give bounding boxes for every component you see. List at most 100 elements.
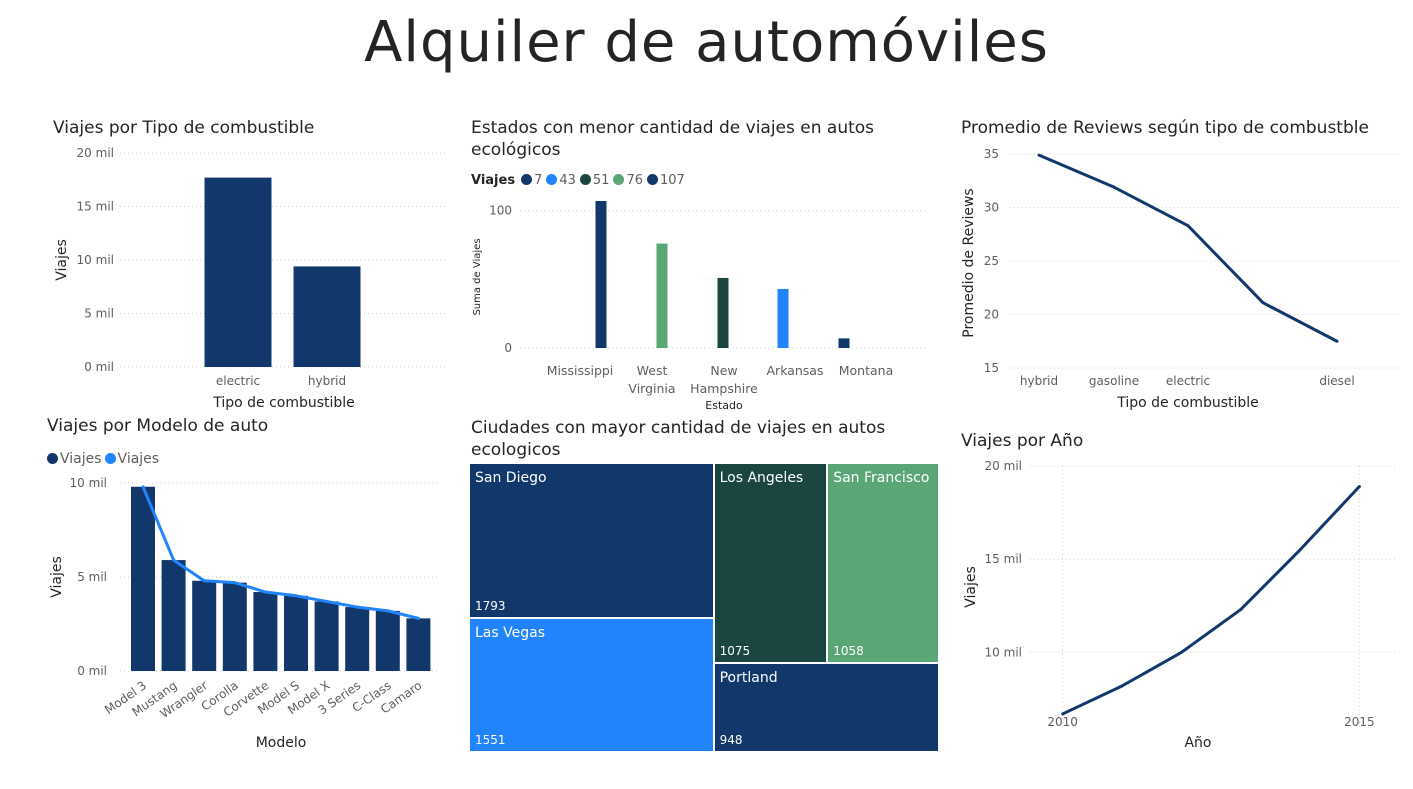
- fuel-chart-title: Viajes por Tipo de combustible: [53, 118, 315, 138]
- treemap-cell-value: 1058: [833, 644, 864, 659]
- reviews-x-tick: hybrid: [1020, 374, 1058, 388]
- states-legend: Viajes 7 43 51 76 107: [471, 173, 689, 188]
- states-bar: [777, 288, 789, 348]
- years-chart-title: Viajes por Año: [961, 431, 1084, 451]
- models-y-tick: 5 mil: [77, 570, 107, 584]
- models-legend-item: Viajes: [104, 451, 160, 467]
- models-bar: [192, 580, 217, 671]
- fuel-bar: [204, 177, 272, 367]
- fuel-x-tick: hybrid: [308, 374, 346, 388]
- years-point: [1120, 684, 1124, 688]
- treemap-cell: San Francisco 1058: [827, 463, 939, 664]
- models-bar: [284, 595, 308, 671]
- models-series-line: [141, 486, 419, 620]
- models-line-point: [355, 605, 359, 609]
- states-bar: [656, 243, 668, 348]
- treemap-cell-value: 1075: [719, 644, 751, 659]
- years-x-tick: 2010: [1047, 715, 1078, 729]
- reviews-line-chart: 15 20 25 30 35 hybrid gasoline electric diesel Ti…: [961, 147, 1400, 411]
- models-line-point: [325, 599, 329, 603]
- reviews-point: [1037, 153, 1041, 157]
- cities-chart-title: Ciudades con mayor cantidad de viajes en…: [471, 418, 886, 460]
- models-chart-title: Viajes por Modelo de auto: [47, 416, 269, 436]
- treemap-cell: Portland 948: [713, 663, 939, 752]
- years-x-tick: 2015: [1344, 715, 1375, 729]
- treemap-cell-label: Portland: [719, 670, 778, 687]
- years-x-axis-title: Año: [1184, 735, 1211, 751]
- models-bar: [161, 560, 186, 671]
- fuel-y-tick: 10 mil: [77, 253, 114, 267]
- states-legend-item: 7: [521, 173, 542, 188]
- page-title: Alquiler de automóviles: [364, 10, 1049, 75]
- legend-dot-icon: [647, 174, 658, 185]
- reviews-point: [1261, 301, 1265, 305]
- states-x-tick: Hampshire: [690, 381, 758, 396]
- reviews-x-tick: electric: [1166, 374, 1210, 388]
- models-legend-label: Viajes: [60, 451, 102, 467]
- reviews-y-tick: 35: [984, 147, 999, 161]
- models-line-point: [386, 609, 390, 613]
- reviews-point: [1112, 185, 1116, 189]
- reviews-y-axis-title: Promedio de Reviews: [961, 188, 977, 337]
- states-legend-label: 76: [626, 173, 643, 188]
- states-x-tick: New: [710, 363, 737, 378]
- legend-dot-icon: [521, 174, 533, 185]
- states-x-axis-title: Estado: [705, 399, 743, 412]
- legend-dot-icon: [613, 174, 625, 185]
- models-bar: [222, 582, 247, 671]
- years-y-tick: 15 mil: [985, 552, 1022, 566]
- states-chart-title: Estados con menor cantidad de viajes en …: [471, 118, 875, 160]
- models-line-point: [294, 594, 298, 598]
- reviews-y-tick: 25: [984, 254, 999, 268]
- treemap-cell-value: 1551: [475, 732, 506, 747]
- states-bar: [838, 338, 850, 348]
- models-line-point: [263, 590, 267, 594]
- models-x-axis-title: Modelo: [256, 735, 307, 751]
- models-bar: [131, 486, 155, 671]
- reviews-x-tick: diesel: [1319, 374, 1354, 388]
- reviews-x-axis-title: Tipo de combustible: [1116, 395, 1259, 411]
- legend-dot-icon: [546, 174, 558, 185]
- states-legend-label: 107: [660, 173, 685, 188]
- years-y-tick: 20 mil: [985, 459, 1022, 473]
- models-y-tick: 0 mil: [77, 664, 107, 678]
- states-legend-title: Viajes: [471, 173, 516, 188]
- legend-dot-icon: [579, 174, 591, 185]
- legend-dot-icon: [104, 453, 116, 464]
- models-line-point: [141, 485, 145, 489]
- models-bar: [253, 592, 278, 671]
- models-bar: [314, 601, 339, 671]
- reviews-y-tick: 20: [984, 308, 999, 322]
- states-x-tick: Mississippi: [547, 363, 614, 378]
- reviews-series-line: [1038, 153, 1338, 343]
- years-line-chart: 10 mil 15 mil 20 mil 2010 2015 Año Viajes: [963, 459, 1395, 751]
- models-legend: Viajes Viajes: [47, 451, 162, 467]
- models-line-point: [233, 581, 237, 585]
- states-legend-label: 51: [592, 173, 610, 188]
- years-point: [1061, 712, 1065, 716]
- states-legend-item: 51: [579, 173, 610, 188]
- models-line-point: [172, 558, 176, 562]
- models-bar: [375, 610, 400, 671]
- years-y-axis-title: Viajes: [963, 566, 979, 608]
- years-series-line: [1062, 485, 1361, 716]
- years-point: [1357, 485, 1361, 489]
- fuel-x-axis-title: Tipo de combustible: [212, 395, 355, 411]
- fuel-x-tick: electric: [216, 374, 260, 388]
- models-y-tick: 10 mil: [70, 476, 107, 490]
- treemap-cell: San Diego 1793: [469, 463, 714, 618]
- years-y-tick: 10 mil: [985, 645, 1022, 659]
- states-legend-item: 107: [647, 173, 685, 188]
- models-bar: [345, 607, 370, 671]
- states-bar-chart: 0 100 Mississippi West Virginia New Hampshire A…: [472, 200, 925, 412]
- reviews-x-tick: gasoline: [1089, 374, 1139, 388]
- reviews-point: [1186, 224, 1190, 228]
- years-point: [1298, 548, 1302, 552]
- reviews-y-tick: 15: [984, 361, 999, 375]
- treemap-cell: Las Vegas 1551: [469, 617, 714, 752]
- models-legend-label: Viajes: [117, 451, 160, 467]
- treemap-cell: Los Angeles 1075: [713, 463, 828, 664]
- fuel-y-tick: 15 mil: [77, 200, 114, 214]
- fuel-bar: [293, 266, 361, 367]
